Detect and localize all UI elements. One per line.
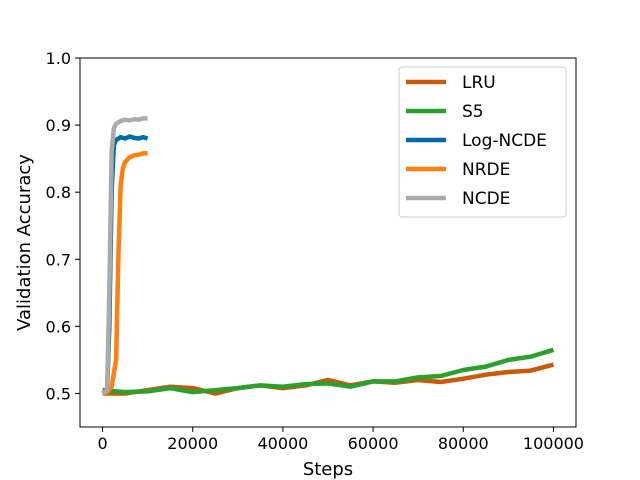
y-axis-label: Validation Accuracy [14, 154, 35, 331]
x-tick-label: 60000 [348, 434, 399, 453]
series-line-nrde [101, 151, 148, 396]
y-tick-label: 0.9 [46, 116, 71, 135]
x-axis: 0 20000 40000 60000 80000 100000 [97, 427, 584, 453]
legend-label-log-ncde: Log-NCDE [462, 131, 547, 151]
legend-label-ncde: NCDE [462, 189, 510, 209]
series-line-s5 [102, 347, 555, 395]
y-axis: 0.5 0.6 0.7 0.8 0.9 1.0 [46, 49, 80, 403]
x-tick-label: 80000 [438, 434, 489, 453]
legend-label-nrde: NRDE [462, 160, 510, 180]
y-tick-label: 0.8 [46, 183, 71, 202]
x-tick-label: 20000 [167, 434, 218, 453]
y-tick-label: 0.6 [46, 317, 71, 336]
legend: LRU S5 Log-NCDE NRDE NCDE [398, 66, 567, 218]
plot-frame [79, 57, 577, 428]
y-tick-label: 1.0 [46, 49, 71, 68]
x-tick-label: 40000 [257, 434, 308, 453]
legend-label-lru: LRU [462, 73, 496, 93]
x-tick-label: 100000 [523, 434, 584, 453]
series-line-ncde [101, 116, 148, 396]
legend-box [398, 66, 567, 218]
x-tick-label: 0 [97, 434, 107, 453]
series-layer [101, 116, 555, 396]
y-tick-label: 0.5 [46, 384, 71, 403]
x-axis-label: Steps [303, 459, 353, 480]
legend-label-s5: S5 [462, 102, 484, 122]
y-tick-label: 0.7 [46, 250, 71, 269]
